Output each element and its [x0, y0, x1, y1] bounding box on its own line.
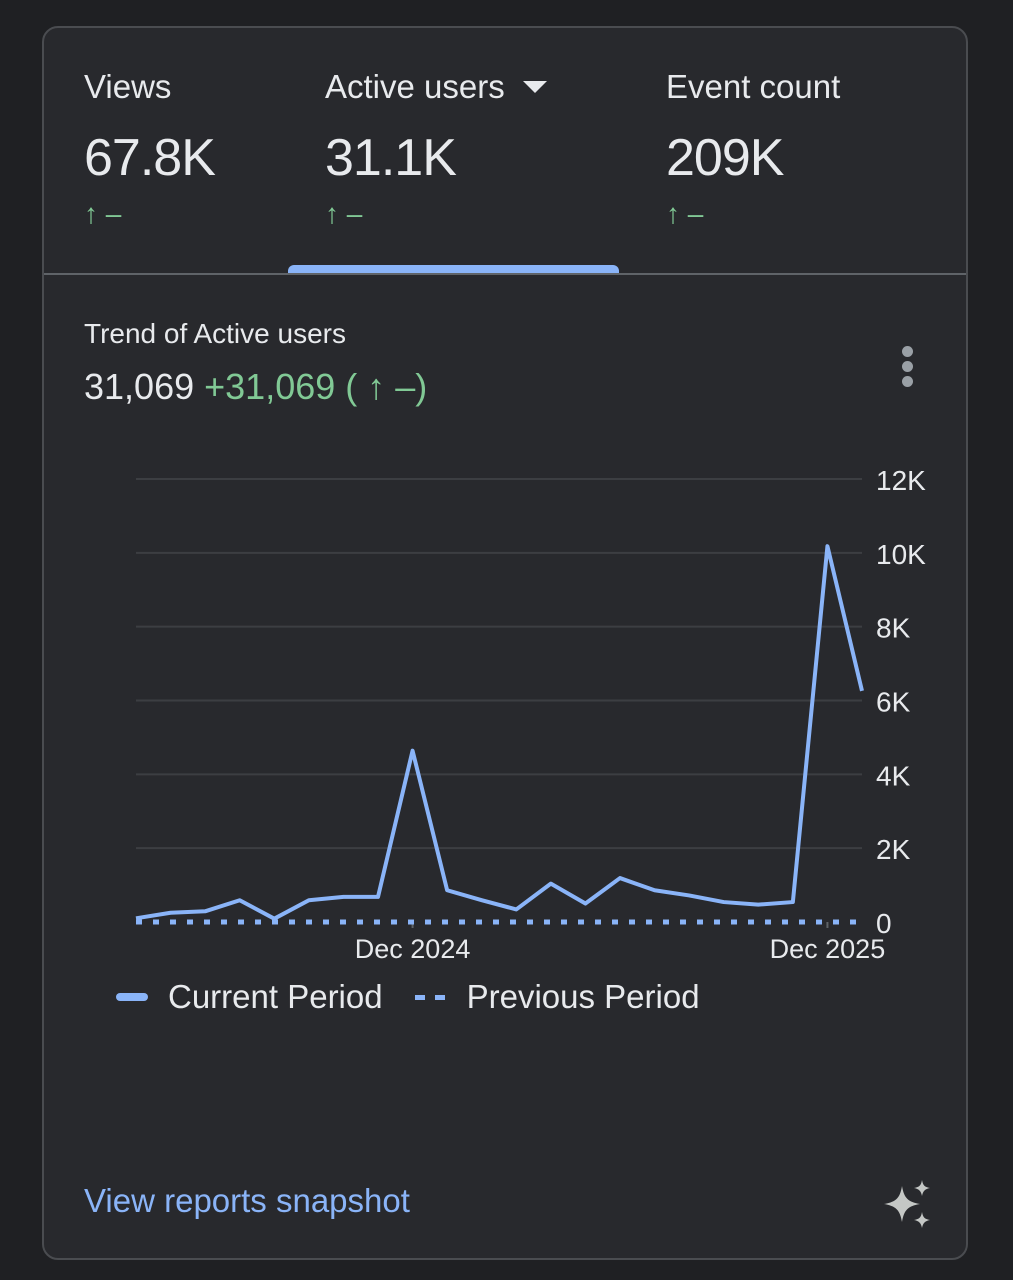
x-tick-label: Dec 2024 [355, 934, 471, 964]
legend-previous-period: Previous Period [466, 978, 700, 1015]
trend-total: 31,069 [84, 366, 195, 407]
view-reports-snapshot-link[interactable]: View reports snapshot [84, 1182, 410, 1219]
legend-current-period: Current Period [168, 978, 383, 1015]
caret-down-icon[interactable] [522, 81, 547, 93]
legend-solid-swatch [116, 993, 148, 1001]
metric-label: Views [84, 68, 172, 105]
metric-value: 31.1K [325, 129, 457, 187]
metric-event-count[interactable]: Event count 209K ↑ – [666, 68, 840, 230]
line-chart: 0 2K 4K 6K 8K 10K 12K Dec 2024 Dec 2025 [135, 465, 926, 964]
metric-views[interactable]: Views 67.8K ↑ – [84, 68, 216, 230]
y-tick-label: 8K [876, 613, 911, 644]
metric-value: 209K [666, 129, 784, 187]
chart-legend: Current Period Previous Period [116, 978, 700, 1016]
metric-change: ↑ – [666, 198, 704, 229]
metric-active-users[interactable]: Active users 31.1K ↑ – [325, 68, 547, 230]
metric-label: Event count [666, 68, 841, 105]
trend-title: Trend of Active users [84, 318, 346, 349]
trend-summary: 31,069 +31,069 ( ↑ –) [84, 366, 427, 408]
metric-value: 67.8K [84, 129, 216, 187]
more-vert-icon[interactable] [902, 346, 916, 391]
legend-dashed-swatch [414, 994, 445, 1000]
trend-delta-change: ( ↑ –) [345, 366, 428, 407]
divider [44, 273, 966, 275]
metric-change: ↑ – [325, 198, 363, 229]
y-tick-label: 4K [876, 760, 911, 791]
y-tick-label: 2K [876, 834, 911, 865]
current-period-line [135, 544, 864, 921]
x-tick-label: Dec 2025 [770, 934, 886, 964]
sparkle-icon[interactable] [880, 1178, 936, 1234]
metric-label: Active users [325, 68, 505, 105]
y-tick-label: 10K [876, 539, 926, 570]
analytics-card: Views 67.8K ↑ – Active users 31.1K ↑ – E… [42, 26, 968, 1260]
metric-change: ↑ – [84, 198, 122, 229]
y-tick-label: 6K [876, 687, 911, 718]
y-tick-label: 12K [876, 465, 926, 496]
y-tick-label: 0 [876, 908, 892, 939]
trend-delta: +31,069 [204, 366, 336, 407]
selected-tab-indicator [288, 265, 619, 273]
